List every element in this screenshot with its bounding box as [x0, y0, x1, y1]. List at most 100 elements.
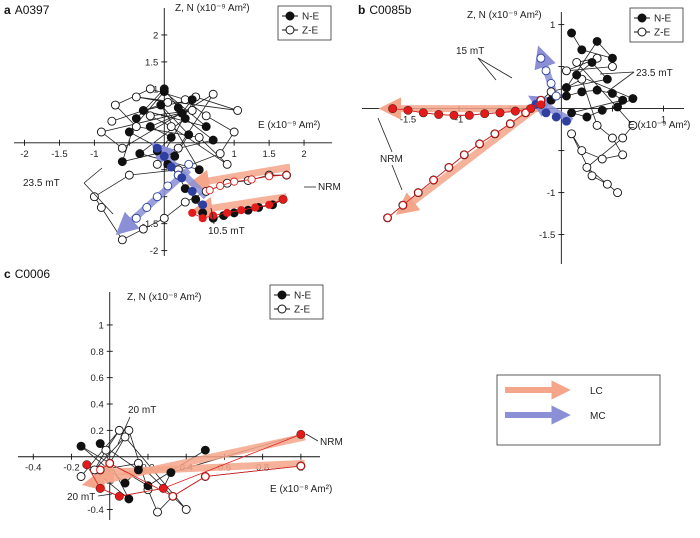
panel-c-ylabel: Z, N (x10⁻⁸ Am²) — [127, 292, 202, 303]
panel-c-nrm-ze-point — [201, 472, 210, 481]
panel-a-ze-point — [152, 159, 162, 169]
panel-b-xtick-label: -1 — [455, 115, 463, 126]
panel-a-ze-point — [166, 122, 176, 132]
panel-b-nrm-ne-point — [419, 108, 428, 117]
panel-c-letter: c — [4, 267, 11, 281]
panel-c-legend-ne: N-E — [294, 291, 312, 302]
panel-b-ne-point — [618, 95, 628, 105]
panel-a-ze-point — [222, 159, 232, 169]
panel-c-ne-point — [120, 478, 130, 488]
panel-a-xtick-label: -1.5 — [51, 149, 67, 160]
panel-b-nrm-ze-point — [398, 201, 407, 210]
panel-b-ne-point — [602, 74, 612, 84]
panel-b-ze-point — [582, 162, 592, 172]
panel-b-ze-point — [592, 120, 602, 130]
panel-b-nrm-ze-point — [429, 175, 438, 185]
panel-b-ne-point — [577, 87, 587, 97]
panel-a-ne-point — [243, 205, 253, 215]
panel-c-annot-nrm: NRM — [320, 437, 343, 448]
panel-c-legend: N-E Z-E — [269, 284, 324, 320]
component-legend-box — [496, 374, 661, 446]
panel-a-xtick-label: -2 — [20, 149, 28, 160]
panel-b-ze-point — [577, 146, 587, 156]
panel-a-nrm-ne-point — [279, 195, 288, 204]
panel-a-ze-point — [229, 127, 239, 137]
panel-b-xlabel: E (x10⁻⁹ Am²) — [628, 120, 690, 131]
panel-a-mc-ze-point — [142, 203, 152, 212]
lc-label: LC — [590, 386, 603, 397]
panel-b-ne-point — [582, 112, 592, 122]
panel-a-title: A0397 — [15, 3, 50, 17]
panel-c-nrm-ze-point — [96, 465, 105, 474]
panel-b-ze-point — [602, 179, 612, 189]
panel-b-nrm-ze-point — [444, 163, 453, 172]
panel-b-ne-point — [597, 105, 607, 115]
panel-c-ne-point — [95, 439, 105, 449]
panel-a-ne-point — [170, 151, 180, 161]
panel-b-mc-ze-point — [551, 91, 561, 101]
panel-a-ne-point — [156, 100, 166, 110]
panel-c-ze-point — [153, 507, 162, 517]
panel-a-ne-point — [135, 149, 145, 159]
panel-c-legend-ze-marker — [277, 304, 287, 314]
panel-b-mc-ne-point — [561, 116, 571, 126]
panel-a-ze-point — [208, 89, 218, 99]
panel-c-ze-point — [76, 472, 86, 481]
panel-a-ne-point — [208, 135, 218, 145]
panel-a-ze-point — [215, 149, 225, 159]
panel-c-ze-point — [181, 505, 191, 514]
panel-a-ne-point — [145, 122, 155, 132]
panel-a-ze-point — [159, 213, 169, 223]
panel-a-mc-ne-point — [159, 151, 169, 161]
panel-c-ne-point — [76, 441, 86, 451]
panel-b-nrm-ne-point — [480, 109, 489, 118]
panel-b-ne-point — [572, 70, 582, 80]
panel-b-ytick-label: -1 — [547, 188, 555, 199]
panel-a-ne-point — [131, 114, 141, 123]
panel-a-ne-point — [117, 157, 127, 167]
panel-c-ze-point — [124, 425, 134, 435]
panel-b-legend-ne-marker — [637, 13, 647, 23]
panel-b-nrm-ne-point — [465, 111, 474, 120]
panel-b-legend-box — [629, 7, 684, 43]
panel-b-ze-point — [572, 57, 582, 67]
panel-c-nrm-ne-point — [159, 484, 168, 493]
panel-a-ze-point — [180, 197, 190, 207]
panel-b-ne-point — [592, 85, 602, 95]
panel-b-legend-ze-marker — [637, 27, 647, 37]
panel-b-letter: b — [358, 3, 365, 17]
panel-b-ytick-label: 1 — [550, 20, 555, 31]
panel-a-nrm-ze-point — [282, 171, 291, 180]
panel-a-ytick-label: 1.5 — [145, 57, 158, 68]
panel-b-ze-point — [607, 133, 617, 143]
panel-b-nrm-ze-point — [521, 108, 530, 117]
panel-b-ze-point — [628, 120, 638, 130]
panel-b-ne-point — [587, 57, 597, 67]
panel-a-legend-ze: Z-E — [302, 26, 318, 37]
panel-a-ze-point — [173, 143, 183, 153]
panel-b-ze-point — [618, 150, 628, 160]
panel-a-ne-point — [191, 194, 201, 204]
panel-c-ytick-label: 0.6 — [91, 373, 104, 384]
panel-b-mc-ze-point — [536, 53, 546, 63]
panel-a-legend: N-E Z-E — [277, 5, 332, 41]
panel-a-ze-point — [233, 105, 243, 115]
panel-c-nrm-ze-point — [105, 459, 114, 468]
panel-b-ne-point — [628, 94, 638, 103]
panel-c-legend-ne-marker — [277, 290, 287, 300]
panel-a-ytick-label: 1 — [153, 84, 158, 95]
panel-b-nrm-ne-point — [511, 107, 520, 116]
panel-b-xtick-label: 1 — [661, 115, 666, 126]
panel-a-mc-ze-point — [184, 159, 194, 169]
panel-b-nrm-ne-point — [536, 100, 545, 109]
panel-b-nrm-ne-point — [495, 108, 505, 117]
panel-a-annot-10mT: 10.5 mT — [208, 226, 245, 237]
panel-a-ne-point — [229, 208, 239, 218]
panel-a-ne-point — [194, 165, 204, 175]
panel-a-ne-point — [187, 95, 197, 105]
panel-c-annot-20mT-top: 20 mT — [128, 405, 156, 416]
panel-a-mc-ne-point — [177, 173, 187, 183]
panel-a-nrm-ze-point — [247, 175, 256, 184]
panel-a-ne-point — [201, 122, 211, 132]
